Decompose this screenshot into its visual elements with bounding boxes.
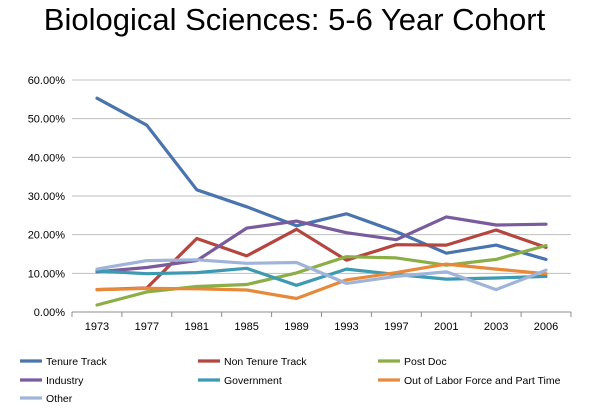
y-tick-label: 50.00% xyxy=(28,114,66,126)
axes: 0.00% 10.00% 20.00% 30.00% 40.00% 50.00% 60.00… xyxy=(28,75,572,333)
series-line-other xyxy=(95,258,548,292)
series-line-tenure-track xyxy=(95,96,548,261)
legend-label: Government xyxy=(224,375,282,387)
legend-label: Post Doc xyxy=(404,356,447,368)
x-tick-label: 1973 xyxy=(85,321,109,333)
x-tick-label: 2001 xyxy=(434,321,458,333)
x-tick-label: 2003 xyxy=(484,321,508,333)
legend-label: Out of Labor Force and Part Time xyxy=(404,375,561,387)
legend-label: Tenure Track xyxy=(46,356,107,368)
series-lines xyxy=(95,96,548,307)
legend: Tenure Track Non Tenure Track Post Doc Indu… xyxy=(20,356,561,405)
x-tick-label: 1981 xyxy=(185,321,209,333)
x-tick-label: 1985 xyxy=(234,321,258,333)
legend-label: Non Tenure Track xyxy=(224,356,307,368)
series-line-post-doc xyxy=(95,243,548,307)
x-tick-label: 1989 xyxy=(284,321,308,333)
legend-label: Other xyxy=(46,393,73,405)
chart-title: Biological Sciences: 5-6 Year Cohort xyxy=(43,2,546,37)
y-tick-label: 30.00% xyxy=(28,191,66,203)
x-tick-label: 1997 xyxy=(384,321,408,333)
series-line-industry xyxy=(95,215,548,274)
legend-label: Industry xyxy=(46,375,84,387)
y-tick-label: 40.00% xyxy=(28,152,66,164)
x-tick-label: 1993 xyxy=(334,321,358,333)
y-tick-label: 0.00% xyxy=(34,307,65,319)
y-tick-label: 60.00% xyxy=(28,75,66,87)
x-tick-label: 1977 xyxy=(135,321,159,333)
y-tick-label: 20.00% xyxy=(28,230,66,242)
series-line-out-of-labor-force-and-part-time xyxy=(95,262,548,301)
series-line-government xyxy=(95,266,548,287)
y-tick-label: 10.00% xyxy=(28,268,66,280)
x-tick-label: 2006 xyxy=(534,321,558,333)
